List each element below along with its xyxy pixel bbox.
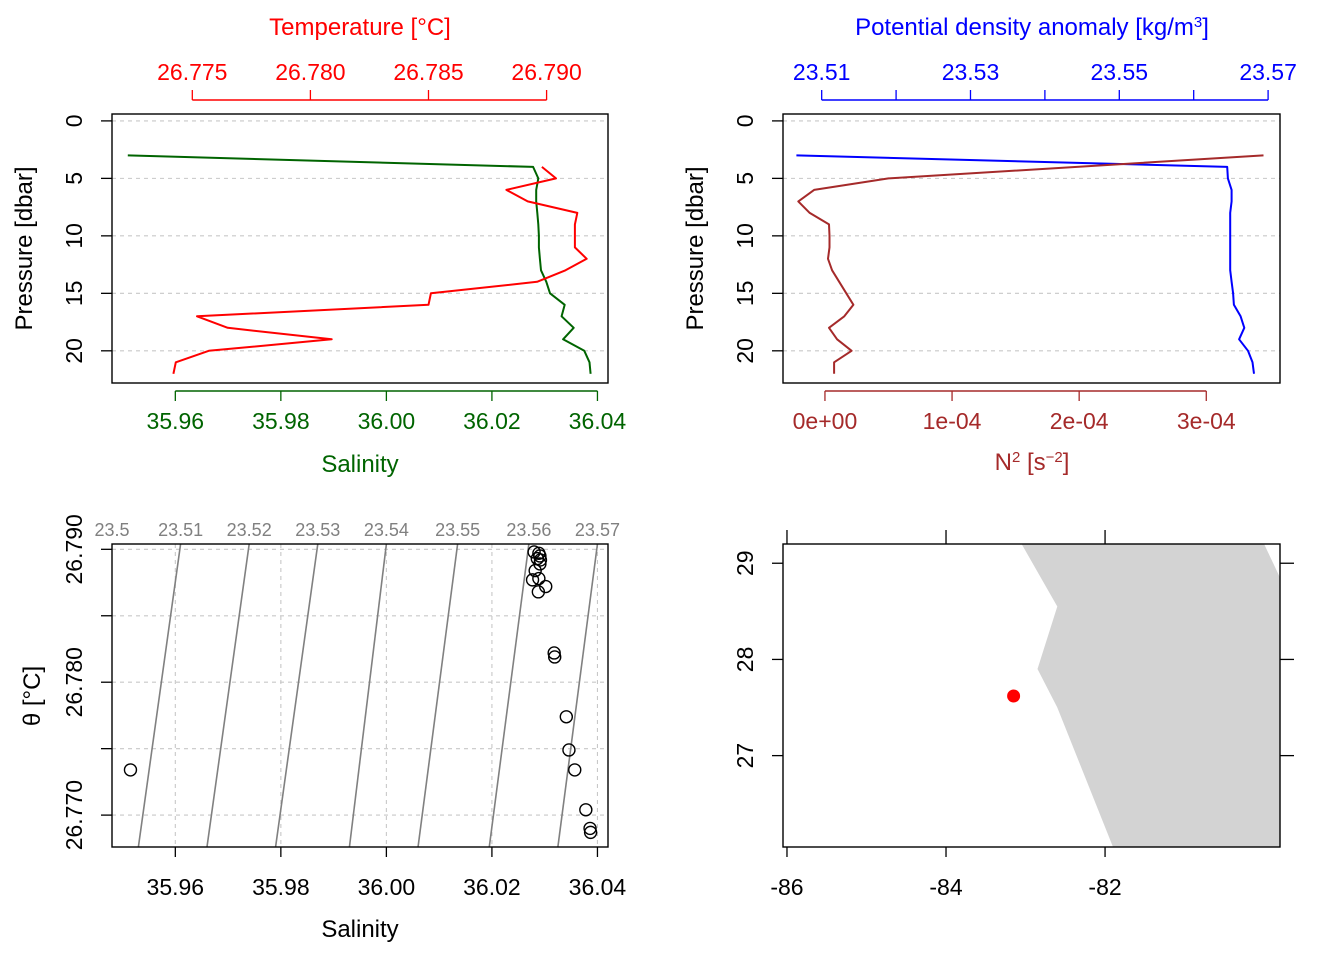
ts-x-tick-label: 36.02: [463, 874, 521, 900]
map-lon-tick-label: -86: [770, 874, 803, 900]
isopycnal-line: [206, 544, 250, 847]
ts-point: [583, 825, 598, 840]
station-map-panel: -86 -84 -82 27 28 29: [732, 530, 1294, 900]
isopycnal-label: 23.5: [94, 520, 129, 540]
isopycnal-line: [274, 544, 319, 847]
ts-point: [533, 557, 547, 571]
pressure-tick-label: 5: [61, 172, 87, 185]
land-polygon: [1021, 544, 1280, 847]
station-marker: [1007, 689, 1021, 703]
ts-x-tick-label: 35.96: [147, 874, 205, 900]
pressure-tick-label: 15: [61, 281, 87, 307]
pressure-axis-label: Pressure [dbar]: [11, 166, 38, 330]
top-tick-label: 23.51: [793, 59, 851, 85]
ts-x-tick-label: 36.00: [358, 874, 416, 900]
series-line-temperature: [172, 166, 588, 375]
ts-plot-area: [112, 544, 608, 847]
map-frame: [782, 543, 1281, 848]
isopycnal-line: [348, 544, 388, 847]
pressure-tick-label: 0: [61, 114, 87, 127]
ts-point: [525, 573, 540, 587]
top-tick-label: 26.780: [275, 59, 345, 85]
ts-point: [532, 571, 546, 586]
bottom-tick-label: 1e-04: [923, 408, 982, 434]
salinity-axis-label: Salinity: [321, 451, 398, 478]
isopycnal-line: [137, 544, 182, 847]
ts-point: [528, 563, 542, 578]
salinity-temperature-profile-panel: 0 5 10 15 20 Pressure [dbar] 35.96 35.98 36.00 36…: [11, 14, 626, 478]
top-tick-label: 26.785: [393, 59, 463, 85]
pressure-tick-label: 10: [732, 223, 758, 249]
ts-point: [559, 710, 574, 724]
ts-y-tick-label: 26.770: [61, 780, 87, 850]
density-n2-profile-panel: 0 5 10 15 20 Pressure [dbar] 0e+00 1e-04 2e-04 3e…: [682, 14, 1297, 477]
map-lat-tick-label: 27: [732, 743, 758, 769]
ts-point: [533, 549, 547, 563]
isopycnal-line: [417, 544, 459, 847]
top-tick-label: 23.53: [942, 59, 1000, 85]
ts-point: [123, 763, 138, 777]
pressure-tick-label: 20: [732, 338, 758, 364]
plot-frame: [111, 113, 609, 384]
ts-point: [583, 821, 597, 836]
top-tick-label: 26.790: [511, 59, 581, 85]
temperature-axis-label: Temperature [°C]: [269, 14, 451, 41]
ts-x-axis-label: Salinity: [321, 916, 398, 943]
pressure-tick-label: 15: [732, 281, 758, 307]
ts-x-tick-label: 36.04: [569, 874, 627, 900]
map-lon-tick-label: -82: [1088, 874, 1121, 900]
bottom-tick-label: 35.96: [147, 408, 205, 434]
pressure-tick-label: 20: [61, 338, 87, 364]
map-lat-tick-label: 29: [732, 550, 758, 576]
isopycnal-line: [557, 544, 599, 847]
ts-y-tick-label: 26.790: [61, 514, 87, 584]
isopycnal-label: 23.51: [158, 520, 203, 540]
top-tick-label: 23.57: [1239, 59, 1297, 85]
top-tick-label: 26.775: [157, 59, 227, 85]
ts-point: [568, 763, 582, 777]
bottom-tick-label: 35.98: [252, 408, 310, 434]
map-lat-tick-label: 28: [732, 647, 758, 673]
isopycnal-label: 23.53: [295, 520, 340, 540]
ts-y-axis-label: θ [°C]: [19, 666, 46, 726]
ts-diagram-panel: 23.5 23.51 23.52 23.53 23.54 23.55 23.56 23.57 3…: [19, 514, 626, 943]
isopycnal-line: [488, 544, 530, 847]
top-tick-label: 23.55: [1091, 59, 1149, 85]
bottom-tick-label: 36.04: [569, 408, 627, 434]
n2-axis-label: N2 [s−2]: [995, 449, 1070, 477]
plot-frame: [782, 113, 1281, 384]
ts-point: [562, 743, 576, 757]
map-lon-tick-label: -84: [929, 874, 962, 900]
ts-x-tick-label: 35.98: [252, 874, 310, 900]
pressure-axis-label: Pressure [dbar]: [682, 166, 709, 330]
ts-y-tick-label: 26.780: [61, 647, 87, 717]
bottom-tick-label: 0e+00: [793, 408, 858, 434]
isopycnal-label: 23.57: [575, 520, 620, 540]
ts-point: [531, 585, 546, 599]
pressure-tick-label: 5: [732, 172, 758, 185]
isopycnal-label: 23.55: [435, 520, 480, 540]
density-axis-label: Potential density anomaly [kg/m3]: [855, 14, 1209, 42]
ts-point: [548, 650, 562, 664]
isopycnal-label: 23.52: [227, 520, 272, 540]
plot-frame: [111, 543, 609, 848]
pressure-tick-label: 0: [732, 114, 758, 127]
ts-point: [547, 646, 561, 660]
ts-point: [579, 803, 593, 817]
series-line-density: [796, 154, 1255, 374]
bottom-tick-label: 36.02: [463, 408, 521, 434]
bottom-tick-label: 36.00: [358, 408, 416, 434]
bottom-tick-label: 2e-04: [1050, 408, 1109, 434]
series-line-salinity: [127, 154, 592, 374]
isopycnal-label: 23.56: [506, 520, 551, 540]
bottom-tick-label: 3e-04: [1177, 408, 1236, 434]
isopycnal-label: 23.54: [364, 520, 409, 540]
pressure-tick-label: 10: [61, 223, 87, 249]
series-line-n2: [797, 154, 1264, 374]
map-area: [1007, 544, 1280, 847]
